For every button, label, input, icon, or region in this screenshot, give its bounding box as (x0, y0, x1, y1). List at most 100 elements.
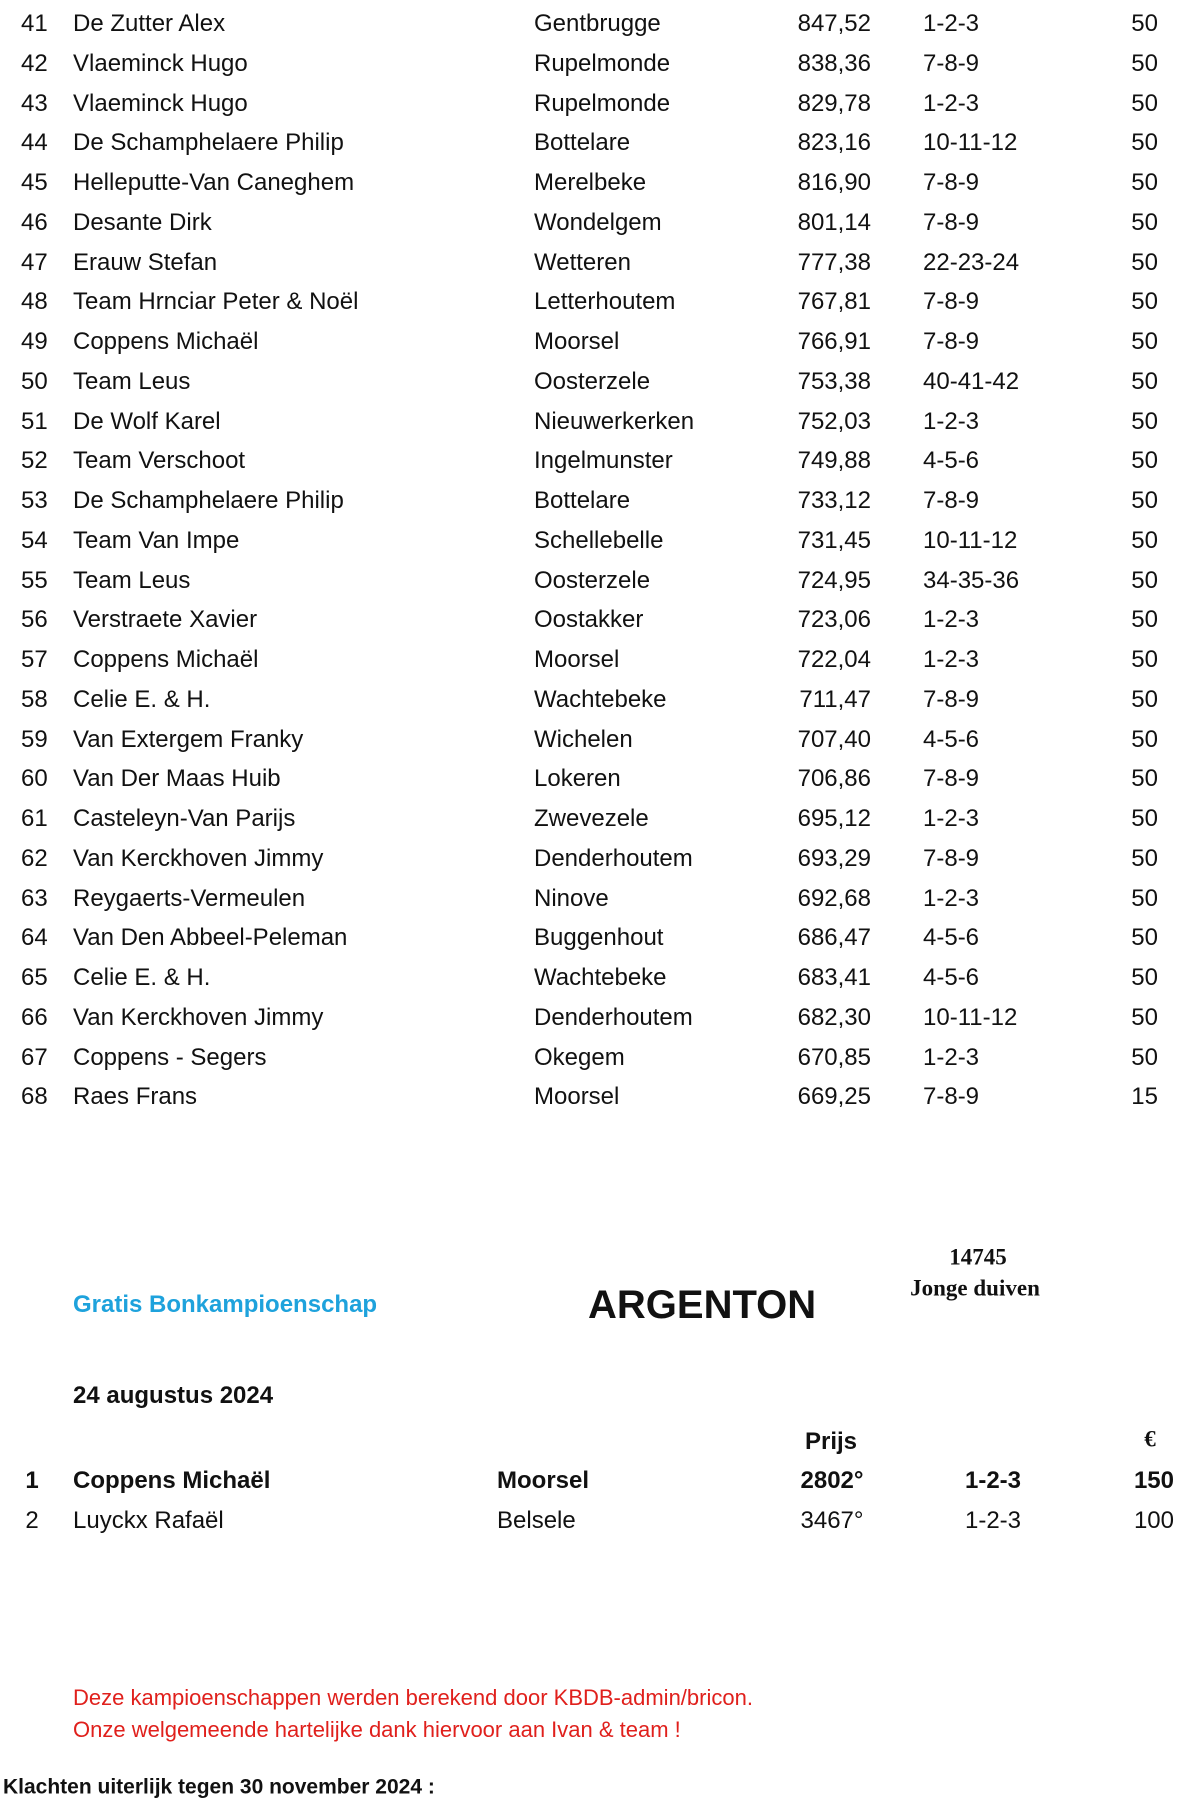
prize: 50 (1131, 407, 1158, 435)
header: € (1144, 1426, 1156, 1452)
name: Celie E. & H. (73, 685, 211, 713)
prize: 50 (1131, 169, 1158, 196)
rank: 67 (21, 1043, 48, 1071)
place: Wachtebeke (534, 964, 667, 991)
rank: 61 (21, 805, 48, 832)
name: Vlaeminck Hugo (73, 89, 248, 117)
score: 847,52 (797, 10, 871, 37)
rank: 53 (21, 487, 48, 514)
rank: 58 (21, 685, 48, 713)
prize: 15 (1131, 1083, 1158, 1111)
score: 767,81 (797, 288, 871, 316)
score: 682,30 (797, 1003, 871, 1031)
rank: 44 (21, 129, 48, 157)
score: 724,95 (797, 566, 871, 594)
place: Schellebelle (534, 526, 664, 554)
name: Reygaerts-Vermeulen (73, 884, 306, 912)
name: De Zutter Alex (73, 10, 226, 37)
rank: 63 (21, 884, 48, 912)
pigeons: 1-2-3 (923, 1043, 980, 1071)
prize: 50 (1131, 844, 1158, 872)
pigeons: 4-5-6 (923, 725, 980, 753)
pigeons: 4-5-6 (923, 964, 980, 991)
score: 823,16 (797, 129, 871, 157)
place: Rupelmonde (534, 49, 671, 77)
pigeons: 10-11-12 (923, 129, 1018, 157)
pigeons: 4-5-6 (923, 924, 980, 952)
place: Denderhoutem (534, 1003, 693, 1031)
score: 706,86 (797, 765, 871, 793)
prize: 50 (1131, 646, 1158, 673)
rank: 42 (21, 49, 48, 77)
pigeons: 1-2-3 (923, 89, 980, 117)
place: Rupelmonde (534, 89, 671, 117)
place: Bottelare (534, 487, 631, 514)
rank: 43 (21, 89, 48, 117)
place: Denderhoutem (534, 844, 693, 872)
place: Oosterzele (534, 367, 651, 395)
score: 801,14 (797, 208, 871, 236)
place: Wetteren (534, 248, 631, 276)
name: Van Den Abbeel-Peleman (73, 924, 348, 952)
place: Ingelmunster (534, 447, 673, 475)
name: Erauw Stefan (73, 248, 218, 276)
category: Jonge duiven (910, 1275, 1040, 1301)
prize: 50 (1131, 1043, 1158, 1071)
place: Moorsel (534, 1083, 620, 1111)
rank: 41 (21, 10, 48, 37)
place: Bottelare (534, 129, 631, 157)
name: Raes Frans (73, 1083, 198, 1111)
amount: 100 (1133, 1506, 1174, 1534)
prize: 50 (1131, 924, 1158, 952)
pigeons: 1-2-3 (923, 407, 980, 435)
score: 766,91 (797, 328, 871, 355)
header: Prijs (804, 1428, 858, 1455)
subtitle: Gratis Bonkampioenschap (73, 1291, 378, 1318)
pigeons: 22-23-24 (923, 248, 1020, 276)
prize: 50 (1131, 10, 1158, 37)
prize: 50 (1131, 685, 1158, 713)
place: Wachtebeke (534, 685, 667, 713)
rank: 48 (21, 288, 48, 316)
place: Moorsel (534, 328, 620, 355)
prize: 50 (1131, 725, 1158, 753)
pigeons: 7-8-9 (923, 328, 980, 355)
prize: 50 (1131, 566, 1158, 594)
rank: 50 (21, 367, 48, 395)
title: ARGENTON (588, 1283, 817, 1327)
pigeons: 1-2-3 (923, 646, 980, 673)
rank: 57 (21, 646, 48, 673)
pigeons: 1-2-3 (923, 606, 980, 634)
name: Team Verschoot (73, 447, 246, 475)
name: Coppens - Segers (73, 1043, 267, 1071)
prize: 50 (1131, 248, 1158, 276)
prize: 50 (1131, 208, 1158, 236)
name: Coppens Michaël (73, 646, 259, 673)
prize: 50 (1131, 49, 1158, 77)
rank: 46 (21, 208, 48, 236)
prize: 3467° (800, 1506, 864, 1534)
score: 723,06 (797, 606, 871, 634)
name: Verstraete Xavier (73, 606, 258, 634)
date: 24 augustus 2024 (73, 1382, 274, 1409)
score: 707,40 (797, 725, 871, 753)
footer: Klachten uiterlijk tegen 30 november 202… (3, 1775, 435, 1799)
prize: 50 (1131, 884, 1158, 912)
place: Nieuwerkerken (534, 407, 695, 435)
rank: 2 (25, 1506, 39, 1534)
place: Ninove (534, 884, 609, 912)
place: Lokeren (534, 765, 621, 793)
score: 670,85 (797, 1043, 871, 1071)
rank: 55 (21, 566, 48, 594)
place: Oostakker (534, 606, 644, 634)
place: Letterhoutem (534, 288, 676, 316)
prize: 50 (1131, 367, 1158, 395)
place: Zwevezele (534, 805, 649, 832)
pigeons: 7-8-9 (923, 765, 980, 793)
place: Moorsel (534, 646, 620, 673)
rank: 64 (21, 924, 48, 952)
rank: 1 (25, 1467, 39, 1494)
prize: 2802° (800, 1467, 864, 1494)
pigeons: 10-11-12 (923, 526, 1018, 554)
rank: 56 (21, 606, 48, 634)
